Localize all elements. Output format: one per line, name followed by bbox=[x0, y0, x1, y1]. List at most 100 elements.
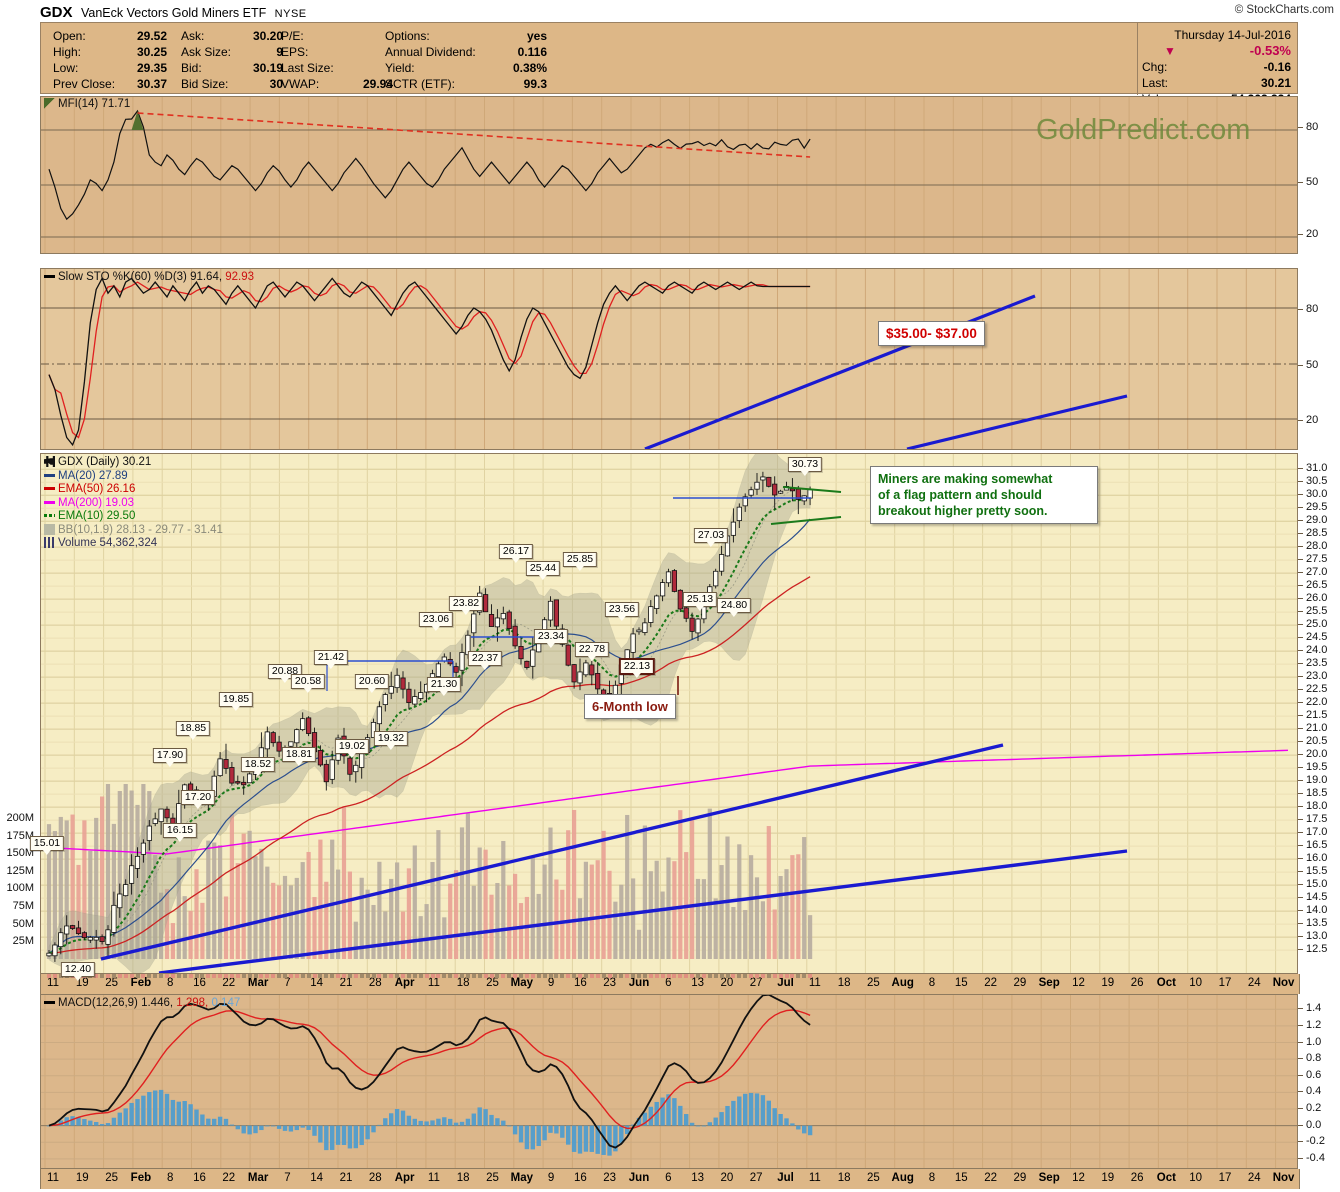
x-axis-volume-tick bbox=[106, 974, 110, 978]
x-axis-volume-tick bbox=[247, 974, 252, 978]
quote-value: 0.116 bbox=[517, 45, 547, 59]
x-axis-volume-tick bbox=[129, 974, 134, 978]
price-axis-tick bbox=[1298, 897, 1303, 899]
x-axis-volume-tick bbox=[619, 974, 624, 978]
x-axis-volume-tick bbox=[560, 974, 565, 978]
quote-label: High: bbox=[53, 45, 82, 59]
macd-axis-tick bbox=[1298, 1141, 1303, 1143]
x-axis-volume-tick bbox=[353, 974, 358, 978]
price-label-flag: 17.20 bbox=[180, 790, 216, 809]
quote-label: Ask Size: bbox=[181, 45, 232, 59]
macd-axis-label: 0.4 bbox=[1306, 1085, 1322, 1098]
sto-legend-text: Slow STO %K(60) %D(3) 91.64, bbox=[58, 271, 223, 283]
quote-value: 30 bbox=[269, 77, 283, 91]
x-axis-volume-tick bbox=[401, 974, 405, 978]
quote-label: Prev Close: bbox=[53, 77, 116, 91]
price-axis-label: 14.0 bbox=[1306, 904, 1328, 917]
volume-axis-label: 100M bbox=[6, 882, 34, 895]
price-axis-label: 26.5 bbox=[1306, 579, 1328, 592]
quote-value: 30.19 bbox=[252, 61, 283, 75]
x-axis-volume-tick bbox=[513, 974, 518, 978]
price-axis-label: 15.5 bbox=[1306, 865, 1328, 878]
x-axis-volume-tick bbox=[135, 974, 140, 978]
quote-label: Low: bbox=[53, 61, 79, 75]
x-axis-tick-label: May bbox=[510, 1172, 533, 1184]
quote-value: 99.3 bbox=[523, 77, 547, 91]
ema10-dotted-icon bbox=[44, 514, 55, 518]
x-axis-volume-tick bbox=[808, 974, 813, 978]
quote-value: 0.38% bbox=[512, 61, 547, 75]
x-axis-tick-label: 12 bbox=[1072, 977, 1085, 989]
x-axis-tick-label: 24 bbox=[1247, 977, 1261, 989]
macd-axis-label: 0.0 bbox=[1306, 1118, 1322, 1131]
price-axis-tick bbox=[1298, 650, 1303, 652]
price-axis-tick bbox=[1298, 949, 1303, 951]
x-axis-volume-tick bbox=[312, 974, 317, 978]
mfi-legend: MFI(14) 71.71 bbox=[44, 98, 130, 112]
mfi-icon bbox=[44, 98, 55, 109]
x-axis-volume-tick bbox=[690, 974, 695, 978]
volume-axis-label: 75M bbox=[12, 900, 34, 912]
quote-value: 9 bbox=[276, 45, 283, 59]
six-month-low-callout: 6-Month low bbox=[584, 694, 676, 719]
price-axis-label: 26.0 bbox=[1306, 592, 1328, 605]
x-axis-volume-tick bbox=[607, 974, 612, 978]
legend-ema10-text: EMA(10) 29.50 bbox=[58, 510, 136, 522]
price-axis-label: 13.0 bbox=[1306, 930, 1328, 943]
x-axis-volume-tick bbox=[412, 974, 417, 978]
x-axis-volume-tick bbox=[548, 974, 553, 978]
price-axis-tick bbox=[1298, 663, 1303, 665]
x-axis-volume-tick bbox=[176, 974, 181, 978]
x-axis-tick-label: 25 bbox=[866, 977, 880, 989]
price-axis-label: 12.5 bbox=[1306, 943, 1328, 956]
x-axis-volume-tick bbox=[778, 974, 783, 978]
x-axis-tick-label: 6 bbox=[665, 1172, 672, 1184]
price-axis-tick bbox=[1298, 715, 1303, 717]
macd-axis-tick bbox=[1298, 1157, 1303, 1159]
quote-column-3: P/E: EPS: Last Size: VWAP: 29.94 bbox=[281, 28, 411, 92]
price-axis-tick bbox=[1298, 780, 1303, 782]
x-axis-tick-label: 19 bbox=[1101, 977, 1115, 989]
x-axis-tick-label: 21 bbox=[339, 977, 353, 989]
price-target-callout: $35.00- $37.00 bbox=[878, 321, 985, 346]
quote-last-label: Last: bbox=[1142, 76, 1169, 90]
ma200-line-icon bbox=[44, 500, 55, 504]
callout-line-1: Miners are making somewhat bbox=[878, 472, 1053, 486]
x-axis-tick-label: 25 bbox=[486, 1172, 499, 1184]
price-label-flag: 24.80 bbox=[716, 598, 752, 617]
legend-row-volume: Volume 54,362,324 bbox=[44, 537, 223, 551]
price-label-flag: 20.58 bbox=[290, 674, 326, 693]
x-axis-volume-tick bbox=[188, 974, 193, 978]
x-axis-volume-tick bbox=[465, 974, 470, 978]
x-axis-volume-tick bbox=[713, 974, 718, 978]
price-axis-label: 22.0 bbox=[1306, 696, 1328, 709]
x-axis-secondary: 11 19 25 Feb 8 16 22 Mar 7 14 21 28 Apr 11 18 25 May 9 16 2… bbox=[40, 1169, 1300, 1189]
volume-axis-label: 150M bbox=[6, 847, 34, 860]
x-axis-tick-label: 22 bbox=[222, 977, 236, 989]
x-axis-volume-tick bbox=[802, 974, 807, 978]
ma20-line-icon bbox=[44, 473, 55, 477]
x-axis-tick-label: 12 bbox=[1072, 1172, 1085, 1184]
callout-line-2: of a flag pattern and should bbox=[878, 488, 1042, 502]
price-axis-label: 19.0 bbox=[1306, 774, 1328, 787]
price-axis-label: 16.0 bbox=[1306, 852, 1328, 865]
x-axis-volume-tick bbox=[501, 974, 506, 978]
price-label-flag: 15.01 bbox=[29, 836, 65, 855]
x-axis-tick-label: Feb bbox=[130, 1172, 152, 1184]
price-axis-tick bbox=[1298, 728, 1303, 730]
ticker-symbol: GDX bbox=[40, 4, 73, 21]
x-axis-volume-tick bbox=[383, 974, 388, 978]
x-axis-volume-tick bbox=[389, 974, 394, 978]
quote-column-1: Open: 29.52 High: 30.25 Low: 29.35 Prev Clo… bbox=[53, 28, 173, 92]
price-axis-tick bbox=[1298, 923, 1303, 925]
macd-axis-label: -0.2 bbox=[1306, 1135, 1325, 1148]
macd-axis-tick bbox=[1298, 1041, 1303, 1043]
price-axis-tick bbox=[1298, 832, 1303, 834]
price-axis-label: 30.5 bbox=[1306, 475, 1328, 488]
x-axis-volume-tick bbox=[696, 974, 700, 978]
quote-value: yes bbox=[526, 29, 547, 43]
volume-bars-icon bbox=[44, 537, 55, 548]
miners-flag-callout: Miners are making somewhat of a flag pat… bbox=[870, 466, 1098, 524]
quote-value: 29.94 bbox=[362, 77, 393, 91]
price-axis-label: 31.0 bbox=[1306, 462, 1328, 475]
